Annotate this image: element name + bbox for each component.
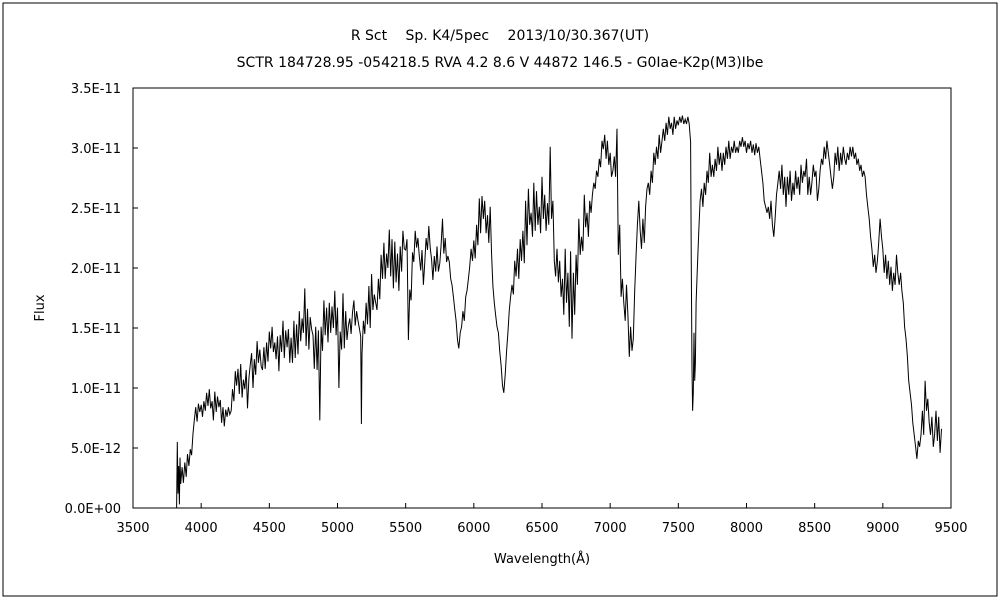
x-tick-label: 4500 <box>253 521 286 536</box>
y-axis-ticks: 0.0E+00 5.0E-12 1.0E-11 1.5E-11 2.0E-11 2.5E-… <box>65 82 138 517</box>
x-axis-ticks: 3500 4000 4500 5000 5500 6000 6500 7000 7500 8000… <box>116 503 968 536</box>
y-tick-label: 0.0E+00 <box>65 502 121 517</box>
x-tick-label: 4000 <box>185 521 218 536</box>
x-tick-label: 7500 <box>662 521 695 536</box>
x-tick-label: 8000 <box>730 521 763 536</box>
x-tick-label: 5000 <box>321 521 354 536</box>
y-tick-label: 2.0E-11 <box>71 262 121 277</box>
x-tick-label: 9500 <box>934 521 967 536</box>
x-tick-label: 6500 <box>525 521 558 536</box>
chart-subtitle: SCTR 184728.95 -054218.5 RVA 4.2 8.6 V 4… <box>237 55 764 71</box>
y-tick-label: 1.5E-11 <box>71 322 121 337</box>
y-tick-label: 2.5E-11 <box>71 202 121 217</box>
y-tick-label: 3.0E-11 <box>71 142 121 157</box>
x-tick-label: 9000 <box>866 521 899 536</box>
x-tick-label: 5500 <box>389 521 422 536</box>
x-axis-label: Wavelength(Å) <box>494 551 590 567</box>
chart-title: R Sct Sp. K4/5pec 2013/10/30.367(UT) <box>351 28 649 44</box>
y-tick-label: 5.0E-12 <box>71 442 121 457</box>
x-tick-label: 3500 <box>116 521 149 536</box>
x-tick-label: 8500 <box>798 521 831 536</box>
y-tick-label: 1.0E-11 <box>71 382 121 397</box>
y-tick-label: 3.5E-11 <box>71 82 121 97</box>
x-tick-label: 7000 <box>594 521 627 536</box>
x-tick-label: 6000 <box>457 521 490 536</box>
y-axis-label: Flux <box>33 294 48 321</box>
series-line-spectrum <box>176 115 942 509</box>
